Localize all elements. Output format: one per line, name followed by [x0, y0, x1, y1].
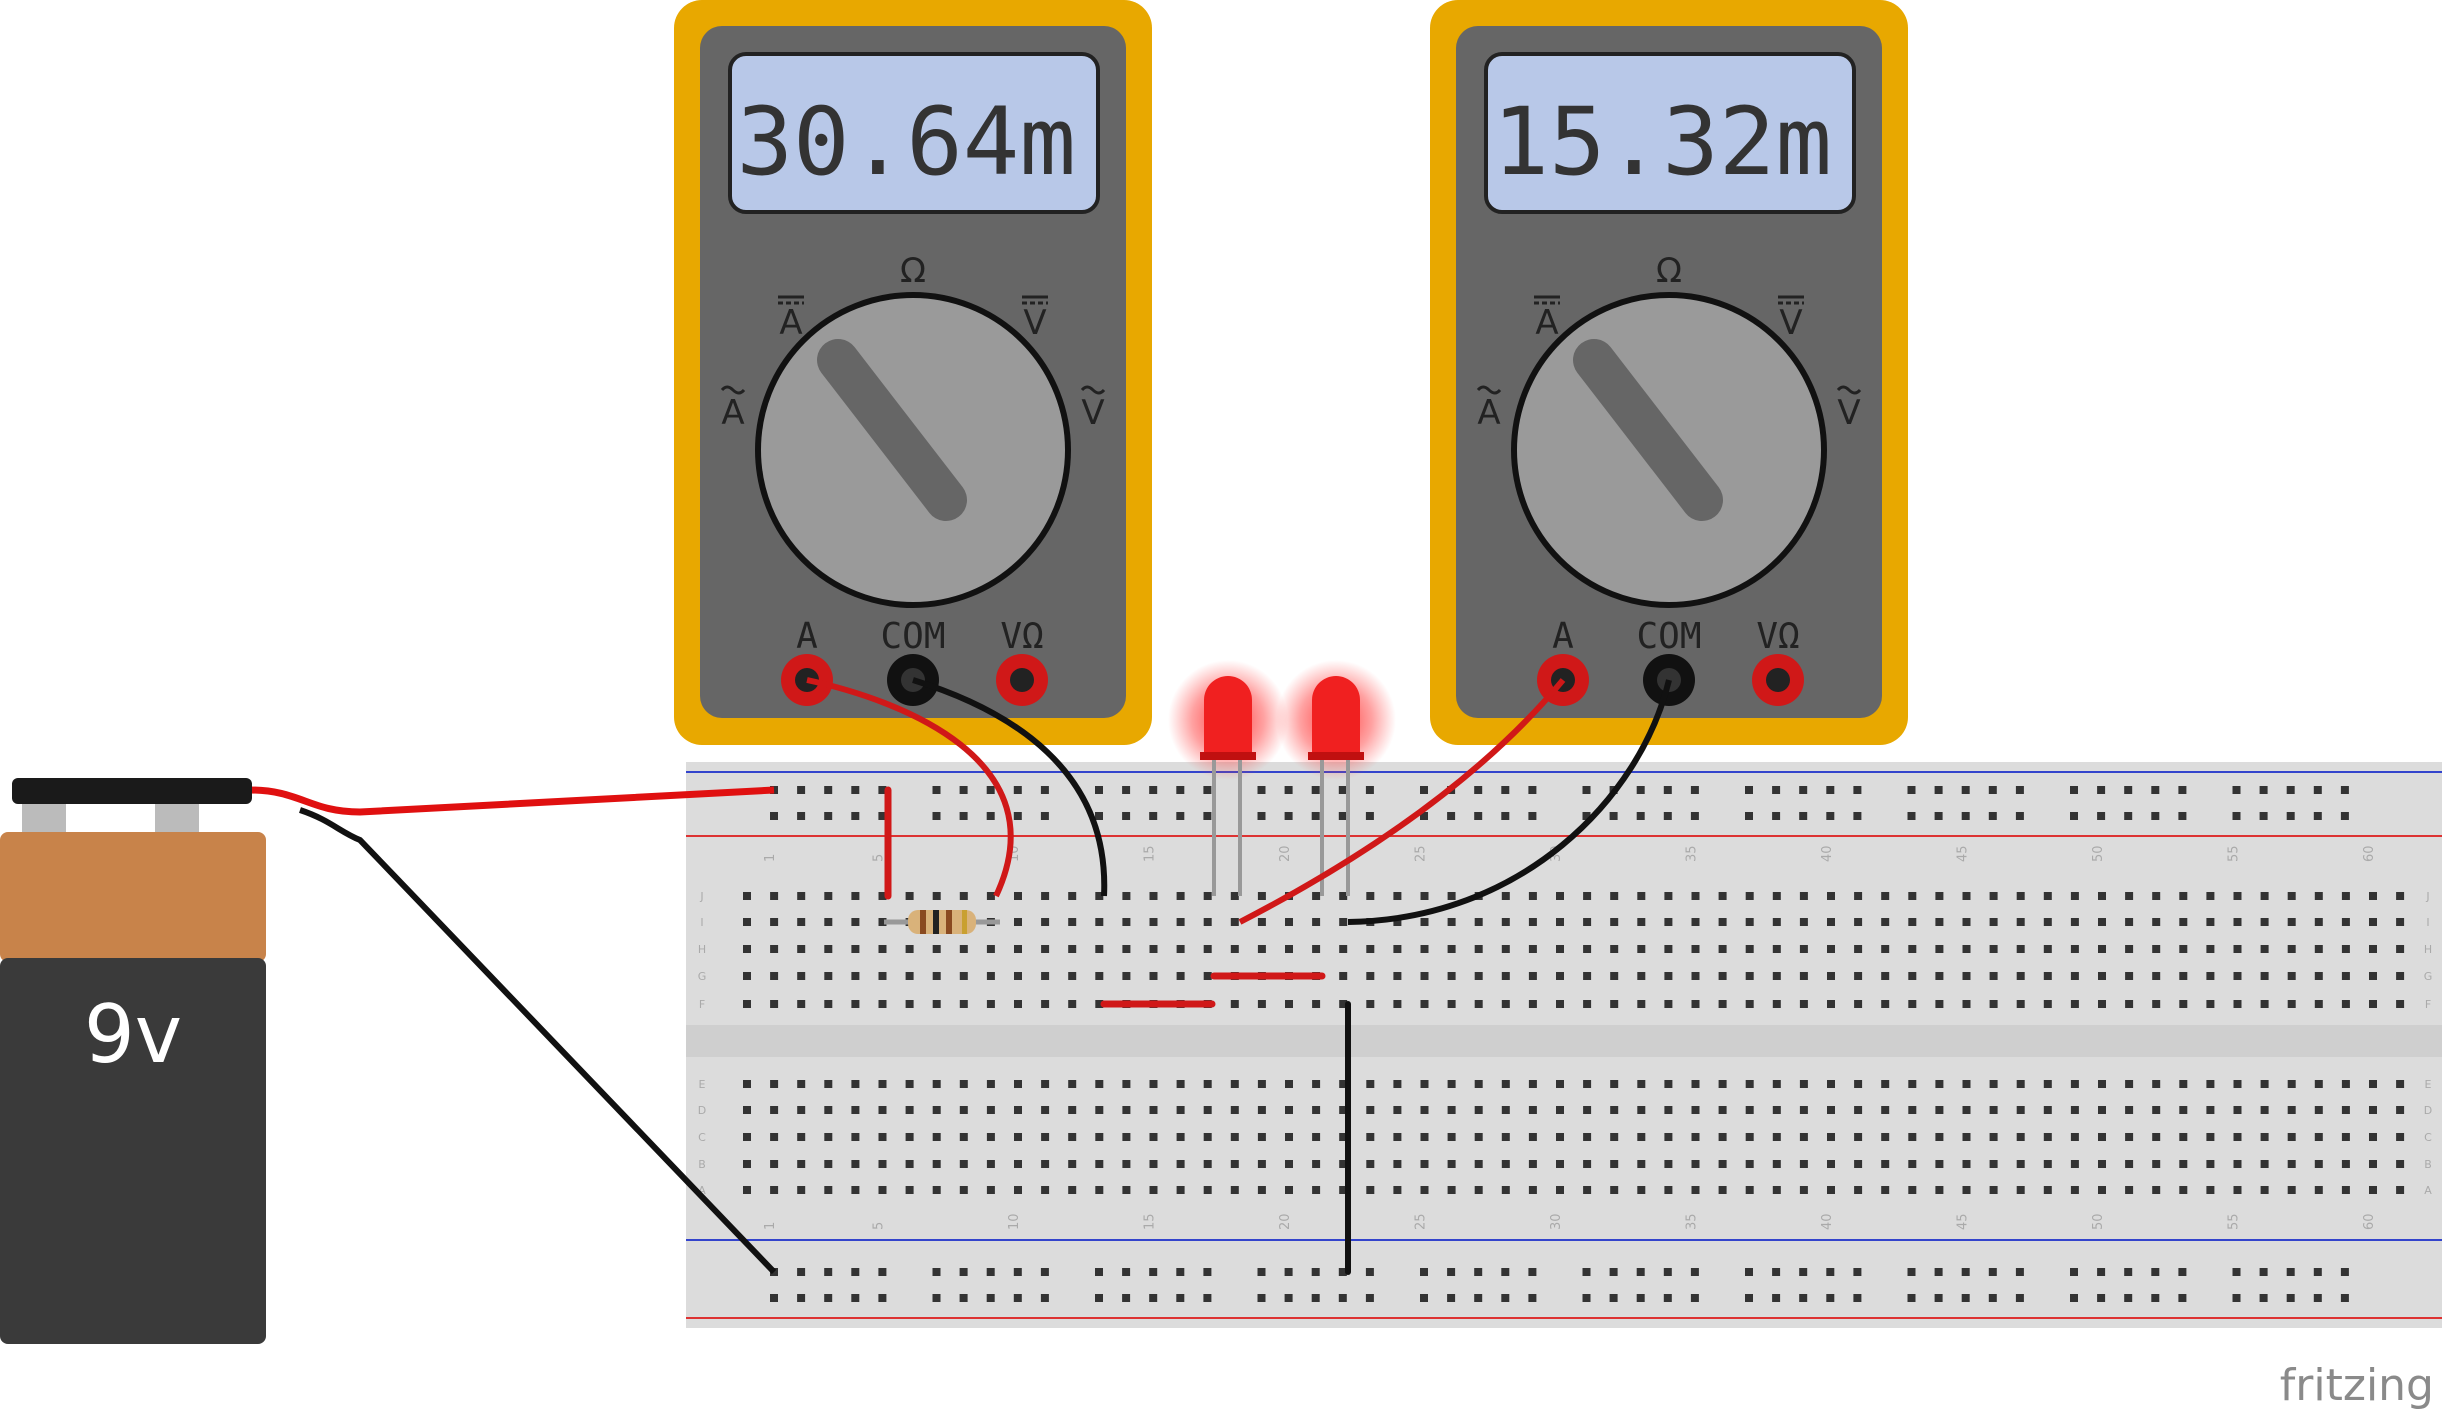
breadboard-row-letter: G — [2424, 970, 2433, 983]
breadboard-column-number: 45 — [1956, 1213, 1971, 1230]
breadboard-row-letter: B — [698, 1158, 706, 1171]
multimeter-left-ac-volts-label: V — [1081, 393, 1104, 433]
breadboard-column-number: 45 — [1956, 845, 1971, 862]
multimeter-left-display: 30.64m — [736, 88, 1076, 197]
breadboard-column-number: 15 — [1143, 845, 1158, 862]
multimeter-left-dc-amps-label: A — [779, 303, 802, 343]
multimeter-right: 15.32m Ω A V A V A COM VΩ — [1430, 0, 1908, 745]
multimeter-right-ac-volts-label: V — [1837, 393, 1860, 433]
lead-left-a[interactable] — [806, 677, 1014, 898]
breadboard-column-number: 20 — [1278, 1213, 1293, 1230]
breadboard-row-letter: H — [2424, 943, 2432, 956]
breadboard-row-letter: E — [2425, 1078, 2432, 1091]
battery-black-wire[interactable] — [299, 807, 777, 1275]
multimeter-right-com-label: COM — [1636, 616, 1701, 657]
breadboard-column-number: 15 — [1143, 1213, 1158, 1230]
multimeter-left-vohm-label: VΩ — [1000, 616, 1043, 657]
breadboard-row-letter: J — [2425, 890, 2429, 903]
breadboard-column-number: 40 — [1820, 845, 1835, 862]
breadboard: 1 5 10 15 20 25 30 35 40 45 50 55 60 1 5 10 15 20 25 30 35 4… — [686, 762, 2442, 1328]
lead-right-com[interactable] — [1347, 679, 1672, 925]
breadboard-column-number: 25 — [1414, 1213, 1429, 1230]
multimeter-left-a-label: A — [796, 616, 818, 657]
breadboard-row-letter: H — [698, 943, 706, 956]
multimeter-right-ohm-label: Ω — [1656, 251, 1682, 291]
multimeter-right-dc-amps-label: A — [1535, 303, 1558, 343]
breadboard-row-letter: D — [698, 1104, 706, 1117]
breadboard-column-number: 60 — [2362, 1213, 2377, 1230]
breadboard-column-number: 55 — [2227, 1213, 2242, 1230]
breadboard-column-number: 5 — [872, 1222, 887, 1230]
breadboard-row-letter: I — [2426, 916, 2429, 929]
lead-left-com[interactable] — [912, 677, 1108, 897]
lead-right-a[interactable] — [1238, 678, 1566, 925]
breadboard-row-letter: E — [699, 1078, 706, 1091]
multimeter-right-dial-pointer[interactable] — [1573, 339, 1723, 521]
breadboard-row-letter: A — [2424, 1184, 2432, 1197]
multimeter-left-dial-pointer[interactable] — [817, 339, 967, 521]
battery-red-wire[interactable] — [249, 786, 775, 816]
breadboard-column-number: 1 — [763, 854, 778, 862]
breadboard-row-letter: B — [2424, 1158, 2432, 1171]
breadboard-row-letter: C — [2424, 1131, 2432, 1144]
breadboard-row-letter: I — [700, 916, 703, 929]
multimeter-left-dc-volts-label: V — [1023, 303, 1046, 343]
multimeter-right-dc-volts-label: V — [1779, 303, 1802, 343]
breadboard-row-letter: A — [698, 1184, 706, 1197]
breadboard-row-letter: C — [698, 1131, 706, 1144]
breadboard-column-number: 20 — [1278, 845, 1293, 862]
breadboard-column-number: 50 — [2091, 845, 2106, 862]
breadboard-column-number: 30 — [1549, 1213, 1564, 1230]
battery-9v: 9v — [0, 778, 266, 1344]
battery-label: 9v — [84, 988, 182, 1081]
breadboard-column-number: 1 — [763, 1222, 778, 1230]
breadboard-column-number: 35 — [1685, 845, 1700, 862]
multimeter-left-com-label: COM — [880, 616, 945, 657]
breadboard-column-number: 50 — [2091, 1213, 2106, 1230]
multimeter-left-ac-amps-label: A — [721, 393, 744, 433]
breadboard-column-number: 60 — [2362, 845, 2377, 862]
multimeter-right-a-label: A — [1552, 616, 1574, 657]
breadboard-row-letter: G — [698, 970, 707, 983]
breadboard-column-number: 55 — [2227, 845, 2242, 862]
breadboard-column-number: 35 — [1685, 1213, 1700, 1230]
breadboard-row-letter: J — [699, 890, 703, 903]
led-2[interactable] — [1276, 660, 1396, 896]
breadboard-row-letter: F — [699, 998, 705, 1011]
multimeter-left: 30.64m Ω A V A V A COM VΩ — [674, 0, 1152, 745]
fritzing-logo: fritzing — [2280, 1360, 2434, 1411]
breadboard-column-number: 5 — [872, 854, 887, 862]
multimeter-left-ohm-label: Ω — [900, 251, 926, 291]
led-1[interactable] — [1168, 660, 1288, 896]
breadboard-column-number: 25 — [1414, 845, 1429, 862]
multimeter-right-display: 15.32m — [1492, 88, 1832, 197]
breadboard-row-letter: F — [2425, 998, 2431, 1011]
multimeter-right-vohm-label: VΩ — [1756, 616, 1799, 657]
breadboard-column-number: 10 — [1007, 1213, 1022, 1230]
resistor[interactable] — [884, 910, 1000, 934]
breadboard-column-number: 40 — [1820, 1213, 1835, 1230]
breadboard-row-letter: D — [2424, 1104, 2432, 1117]
multimeter-right-ac-amps-label: A — [1477, 393, 1500, 433]
